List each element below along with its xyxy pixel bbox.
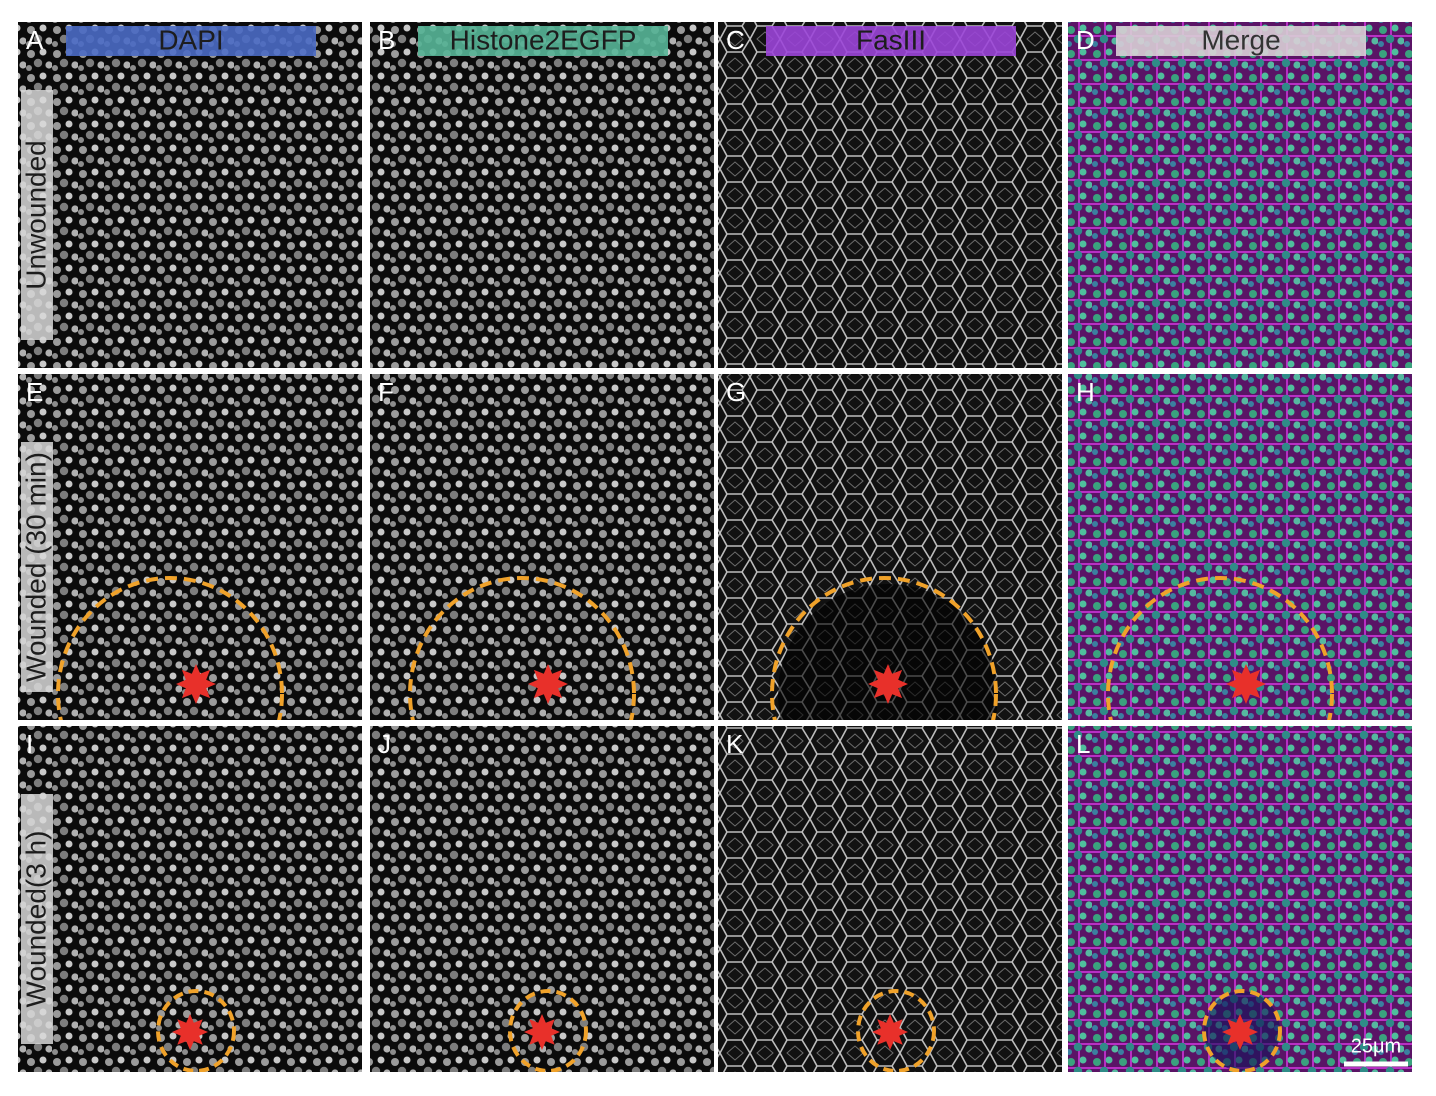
panel-letter: B: [378, 25, 395, 55]
wound-outline: [156, 989, 236, 1072]
wound-star: [528, 664, 568, 704]
panel-letter: L: [1076, 729, 1090, 759]
micrograph: [718, 22, 1062, 368]
wound-outline: [856, 989, 936, 1072]
panel: [18, 726, 362, 1072]
column-header-bg: [1116, 26, 1366, 56]
row-label-bg: [21, 794, 53, 1044]
micrograph: [18, 374, 362, 720]
wound-star: [1226, 664, 1266, 704]
row-label-group: Unwounded: [20, 90, 53, 340]
column-header: FasIII: [856, 24, 926, 55]
wound-outline: [56, 576, 284, 720]
column-header: Histone2EGFP: [450, 24, 637, 55]
wound-outline: [408, 576, 636, 720]
row-label: Wounded (30 min): [20, 452, 51, 682]
dark-wound-area: [778, 584, 998, 720]
micrograph: [1068, 22, 1412, 368]
column-header-bg: [766, 26, 1016, 56]
row-label-group: Wounded(3 h): [20, 794, 53, 1044]
panel-letter: D: [1076, 25, 1095, 55]
micrograph: [1068, 374, 1412, 720]
wound-star: [524, 1014, 560, 1050]
panel: [18, 374, 362, 720]
panel-letter: F: [378, 377, 394, 407]
panel: [370, 22, 714, 368]
column-header: DAPI: [158, 24, 223, 55]
panel-letter: H: [1076, 377, 1095, 407]
row-label-bg: [21, 90, 53, 340]
column-header-bg: [66, 26, 316, 56]
panel: [718, 374, 1062, 720]
column-header-bg: [418, 26, 668, 56]
panel: [1068, 374, 1412, 720]
panel: [718, 726, 1062, 1072]
panel: [370, 374, 714, 720]
panel-letter: I: [26, 729, 33, 759]
panel-letter: A: [26, 25, 44, 55]
panel-letter: C: [726, 25, 745, 55]
column-header: Merge: [1201, 24, 1280, 55]
row-label-bg: [21, 442, 53, 692]
row-label: Unwounded: [20, 140, 51, 289]
panel-letter: E: [26, 377, 43, 407]
panel: [1068, 22, 1412, 368]
wound-outline: [1106, 576, 1334, 720]
wound-outline: [770, 576, 998, 720]
panel: [1068, 726, 1412, 1072]
micrograph: [370, 22, 714, 368]
wound-star: [1222, 1014, 1258, 1050]
scale-bar-label: 25μm: [1351, 1035, 1401, 1057]
panel: [718, 22, 1062, 368]
micrograph: [370, 374, 714, 720]
panel: [370, 726, 714, 1072]
wound-outline: [508, 989, 588, 1072]
wound-star: [176, 664, 216, 704]
panel-letter: K: [726, 729, 744, 759]
wound-star: [872, 1014, 908, 1050]
panel-letter: G: [726, 377, 746, 407]
wound-star: [868, 664, 908, 704]
row-label-group: Wounded (30 min): [20, 442, 53, 692]
panel: [18, 22, 362, 368]
wound-star: [172, 1014, 208, 1050]
micrograph: [18, 22, 362, 368]
panel-letter: J: [378, 729, 391, 759]
row-label: Wounded(3 h): [20, 831, 51, 1008]
